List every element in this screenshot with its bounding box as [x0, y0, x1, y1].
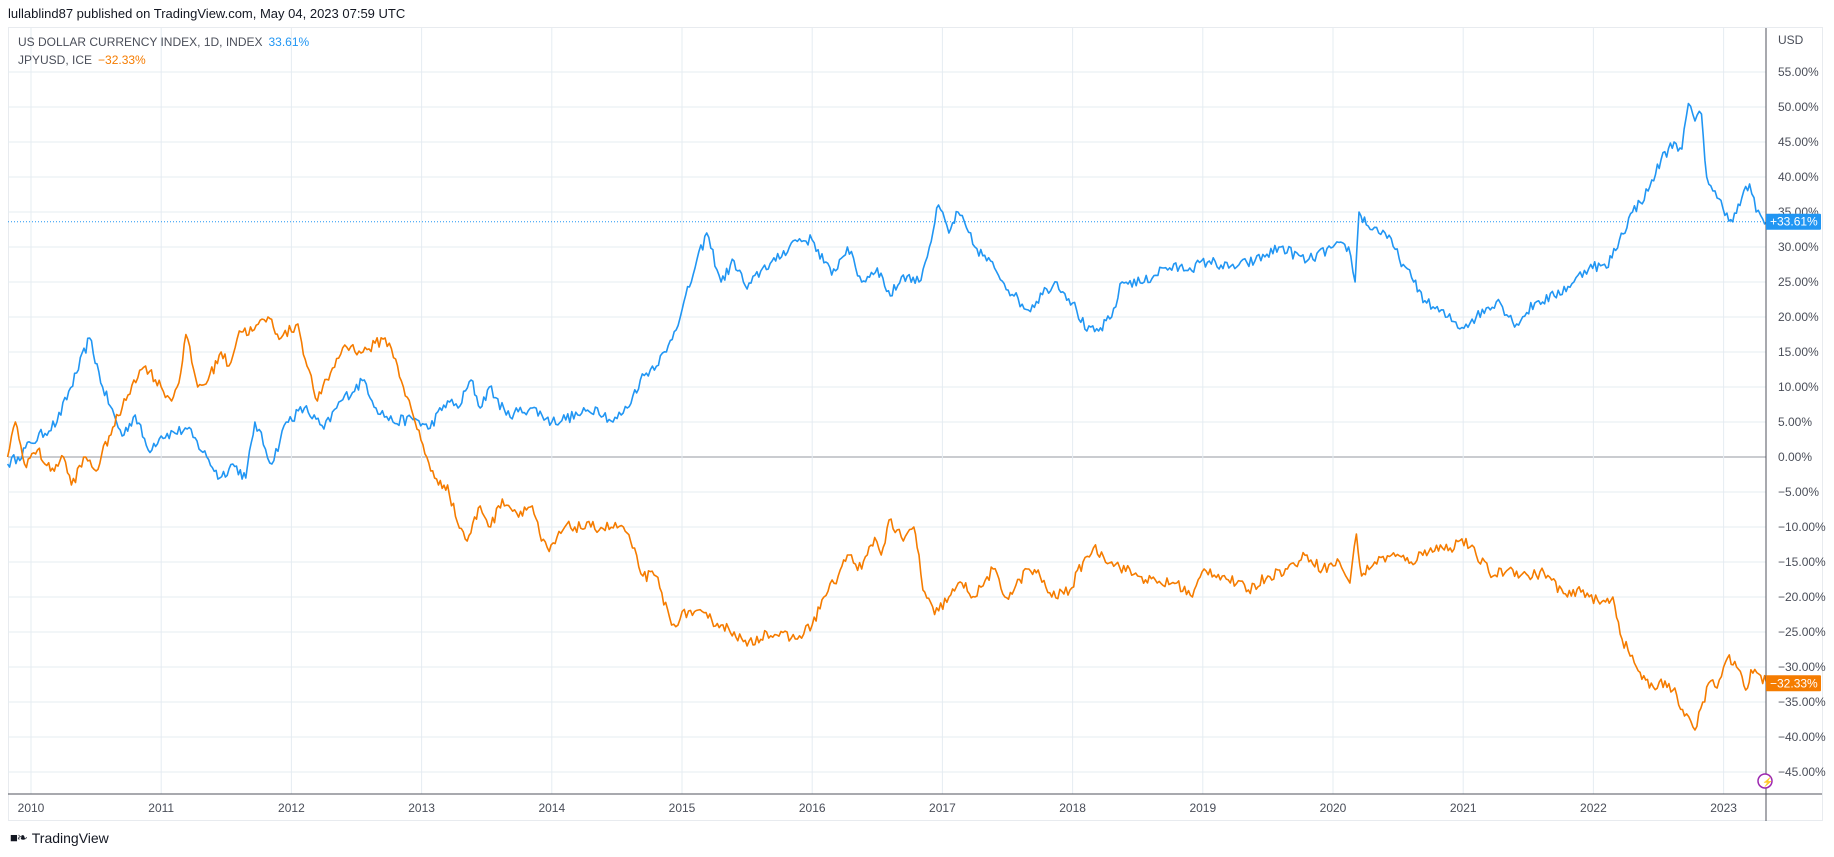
x-tick-label: 2018 [1059, 801, 1086, 815]
y-tick-label: −45.00% [1778, 765, 1826, 779]
x-tick-label: 2010 [18, 801, 45, 815]
series-lines [6, 102, 1768, 731]
brand-name: TradingView [31, 830, 109, 846]
axes: 55.00%50.00%45.00%40.00%35.00%30.00%25.0… [8, 28, 1826, 821]
y-tick-label: −30.00% [1778, 660, 1826, 674]
jpy-price-badge-label: −32.33% [1770, 676, 1818, 690]
dxy-price-badge [1766, 213, 1821, 230]
x-tick-label: 2014 [538, 801, 565, 815]
tradingview-logo-icon: ■❧ [10, 830, 28, 845]
y-tick-label: −40.00% [1778, 730, 1826, 744]
grid [8, 28, 1766, 794]
y-tick-label: 15.00% [1778, 345, 1819, 359]
y-tick-label: −25.00% [1778, 625, 1826, 639]
x-tick-label: 2022 [1580, 801, 1607, 815]
y-tick-label: 0.00% [1778, 450, 1812, 464]
y-tick-label: 10.00% [1778, 380, 1819, 394]
y-tick-label: 50.00% [1778, 100, 1819, 114]
y-tick-label: −35.00% [1778, 695, 1826, 709]
x-tick-label: 2016 [799, 801, 826, 815]
x-tick-label: 2015 [669, 801, 696, 815]
x-tick-label: 2011 [148, 801, 174, 815]
y-tick-label: 40.00% [1778, 170, 1819, 184]
y-tick-label: 45.00% [1778, 135, 1819, 149]
x-tick-label: 2013 [408, 801, 435, 815]
legend-jpy-name: JPYUSD, ICE [18, 53, 93, 67]
x-tick-label: 2020 [1320, 801, 1347, 815]
jpy-series-line [6, 316, 1768, 731]
y-tick-label: 30.00% [1778, 240, 1819, 254]
legend-dxy-name: US DOLLAR CURRENCY INDEX, 1D, INDEX [18, 35, 263, 49]
y-tick-label: −10.00% [1778, 520, 1826, 534]
y-tick-label: 25.00% [1778, 275, 1819, 289]
legend-jpy-value: −32.33% [98, 53, 146, 67]
y-tick-label: −20.00% [1778, 590, 1826, 604]
chart-frame [8, 27, 1823, 821]
y-tick-label: −15.00% [1778, 555, 1826, 569]
publish-info: lullablind87 published on TradingView.co… [8, 6, 406, 21]
y-tick-label: −5.00% [1778, 485, 1819, 499]
x-tick-label: 2012 [278, 801, 305, 815]
legend-jpy[interactable]: JPYUSD, ICE −32.33% [18, 53, 146, 67]
x-tick-label: 2019 [1189, 801, 1216, 815]
currency-label: USD [1778, 33, 1804, 47]
y-tick-label: 5.00% [1778, 415, 1812, 429]
jpy-price-badge [1766, 675, 1821, 692]
dxy-price-badge-label: +33.61% [1770, 215, 1818, 229]
y-tick-label: 55.00% [1778, 65, 1819, 79]
x-tick-label: 2021 [1450, 801, 1477, 815]
footer-brand[interactable]: ■❧ TradingView [10, 830, 109, 846]
dxy-series-line [6, 102, 1768, 480]
x-tick-label: 2017 [929, 801, 956, 815]
event-marker-icon[interactable] [1757, 773, 1773, 789]
lightning-icon: ⚡ [1762, 776, 1773, 788]
x-tick-label: 2023 [1710, 801, 1737, 815]
y-tick-label: 20.00% [1778, 310, 1819, 324]
legend-dxy[interactable]: US DOLLAR CURRENCY INDEX, 1D, INDEX 33.61… [18, 35, 309, 49]
legend-dxy-value: 33.61% [268, 35, 310, 49]
